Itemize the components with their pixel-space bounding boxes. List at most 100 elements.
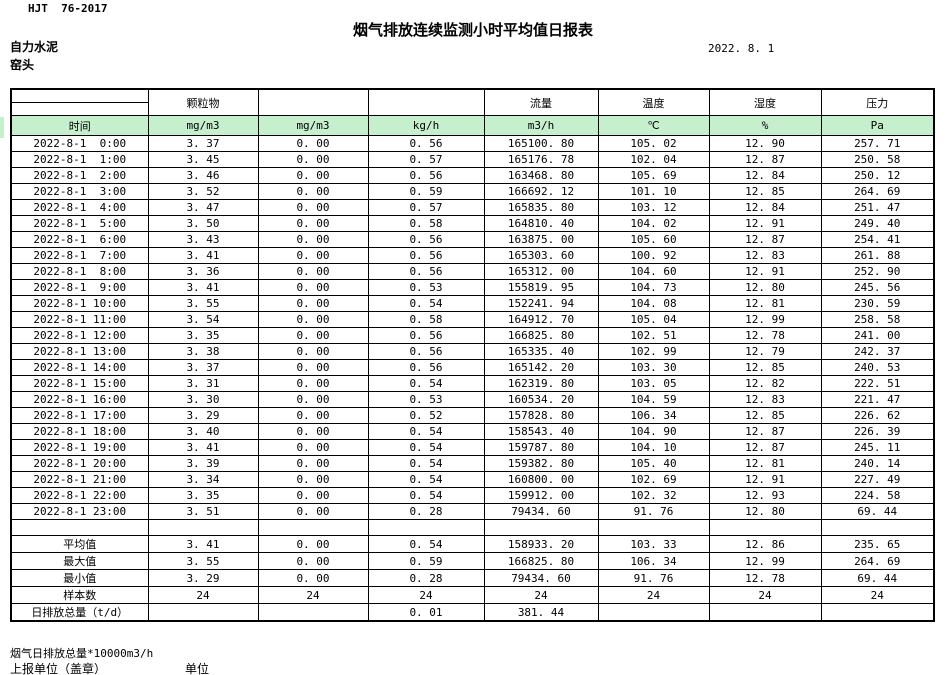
value-cell: 102. 51 (597, 327, 710, 344)
value-cell: 106. 34 (597, 407, 710, 424)
value-cell: 102. 04 (597, 151, 710, 168)
value-cell: 12. 99 (708, 552, 822, 570)
value-cell (820, 519, 935, 536)
value-cell: 0. 54 (367, 487, 485, 504)
header-row-top: 颗粒物 流量 温度 湿度 压力 (10, 88, 935, 116)
value-cell: 3. 29 (147, 407, 259, 424)
value-cell: 0. 00 (257, 391, 369, 408)
value-cell: 0. 00 (257, 183, 369, 200)
value-cell: 3. 35 (147, 487, 259, 504)
value-cell: 3. 37 (147, 135, 259, 152)
value-cell: 0. 00 (257, 167, 369, 184)
value-cell: 166825. 80 (483, 552, 599, 570)
value-cell: 105. 40 (597, 455, 710, 472)
value-cell: 381. 44 (483, 603, 599, 622)
value-cell: 0. 56 (367, 135, 485, 152)
value-cell: 0. 53 (367, 279, 485, 296)
value-cell: 158933. 20 (483, 535, 599, 553)
header-corner-bottom-cell (10, 102, 149, 116)
value-cell: 101. 10 (597, 183, 710, 200)
value-cell: 0. 56 (367, 247, 485, 264)
value-cell: 3. 30 (147, 391, 259, 408)
value-cell: 3. 40 (147, 423, 259, 440)
value-cell: 103. 30 (597, 359, 710, 376)
value-cell: 0. 00 (257, 407, 369, 424)
value-cell: 0. 00 (257, 199, 369, 216)
value-cell: 12. 81 (708, 295, 822, 312)
value-cell: 0. 00 (257, 423, 369, 440)
value-cell: 79434. 60 (483, 503, 599, 520)
value-cell: 3. 37 (147, 359, 259, 376)
value-cell (147, 519, 259, 536)
value-cell: 12. 90 (708, 135, 822, 152)
value-cell: 103. 12 (597, 199, 710, 216)
value-cell: 0. 28 (367, 503, 485, 520)
value-cell: 165835. 80 (483, 199, 599, 216)
value-cell: 3. 41 (147, 247, 259, 264)
value-cell: 106. 34 (597, 552, 710, 570)
row-label-cell: 2022-8-1 0:00 (10, 135, 149, 152)
value-cell: 0. 56 (367, 343, 485, 360)
value-cell: 159912. 00 (483, 487, 599, 504)
table-row: 2022-8-1 19:00 3. 41 0. 00 0. 54 159787. 80 1… (10, 439, 935, 456)
value-cell: 0. 52 (367, 407, 485, 424)
value-cell: 3. 35 (147, 327, 259, 344)
report-table: 颗粒物 流量 温度 湿度 压力 时间 mg/m3 mg/m3 kg/h m3/h… (10, 88, 935, 622)
value-cell: 3. 55 (147, 295, 259, 312)
left-margin-highlight (0, 117, 4, 138)
value-cell: 91. 76 (597, 503, 710, 520)
value-cell: 0. 00 (257, 327, 369, 344)
value-cell: 160534. 20 (483, 391, 599, 408)
value-cell: 3. 34 (147, 471, 259, 488)
value-cell: 0. 56 (367, 263, 485, 280)
footer-unit-label: 单位 (185, 662, 210, 675)
value-cell: 0. 00 (257, 279, 369, 296)
value-cell: 257. 71 (820, 135, 935, 152)
value-cell: 164912. 70 (483, 311, 599, 328)
value-cell: 0. 59 (367, 552, 485, 570)
footer-note: 烟气日排放总量*10000m3/h (10, 647, 154, 660)
value-cell: 0. 54 (367, 423, 485, 440)
value-cell: 222. 51 (820, 375, 935, 392)
row-label-cell: 最大值 (10, 552, 149, 570)
row-label-cell: 2022-8-1 11:00 (10, 311, 149, 328)
value-cell: 102. 99 (597, 343, 710, 360)
value-cell: 24 (708, 586, 822, 604)
column-header-particulate: 颗粒物 (147, 88, 259, 116)
column-header-blank-1 (257, 88, 369, 116)
value-cell: 258. 58 (820, 311, 935, 328)
table-row: 2022-8-1 6:00 3. 43 0. 00 0. 56 163875. 00 10… (10, 231, 935, 248)
value-cell (147, 603, 259, 622)
value-cell: 3. 46 (147, 167, 259, 184)
value-cell: 104. 73 (597, 279, 710, 296)
value-cell: 0. 28 (367, 569, 485, 587)
value-cell: 12. 85 (708, 183, 822, 200)
value-cell: 24 (367, 586, 485, 604)
value-cell: 155819. 95 (483, 279, 599, 296)
table-row: 2022-8-1 1:00 3. 45 0. 00 0. 57 165176. 78 10… (10, 151, 935, 168)
row-label-cell: 2022-8-1 12:00 (10, 327, 149, 344)
value-cell: 0. 00 (257, 487, 369, 504)
value-cell: 0. 00 (257, 552, 369, 570)
value-cell: 0. 57 (367, 151, 485, 168)
table-row: 2022-8-1 15:00 3. 31 0. 00 0. 54 162319. 80 1… (10, 375, 935, 392)
table-row: 2022-8-1 7:00 3. 41 0. 00 0. 56 165303. 60 10… (10, 247, 935, 264)
value-cell: 163875. 00 (483, 231, 599, 248)
table-row: 2022-8-1 3:00 3. 52 0. 00 0. 59 166692. 12 10… (10, 183, 935, 200)
value-cell: 166825. 80 (483, 327, 599, 344)
time-column-header: 时间 (10, 115, 149, 136)
value-cell: 0. 00 (257, 359, 369, 376)
row-label-cell: 样本数 (10, 586, 149, 604)
value-cell: 3. 31 (147, 375, 259, 392)
row-label-cell: 2022-8-1 23:00 (10, 503, 149, 520)
table-row: 2022-8-1 18:00 3. 40 0. 00 0. 54 158543. 40 1… (10, 423, 935, 440)
value-cell: 240. 53 (820, 359, 935, 376)
monitoring-point: 窑头 (10, 58, 35, 72)
value-cell: 0. 00 (257, 343, 369, 360)
table-row: 2022-8-1 22:00 3. 35 0. 00 0. 54 159912. 00 1… (10, 487, 935, 504)
value-cell: 12. 85 (708, 359, 822, 376)
value-cell: 159787. 80 (483, 439, 599, 456)
summary-row: 日排放总量（t/d） 0. 01 381. 44 (10, 603, 935, 622)
value-cell: 0. 00 (257, 295, 369, 312)
value-cell: 91. 76 (597, 569, 710, 587)
